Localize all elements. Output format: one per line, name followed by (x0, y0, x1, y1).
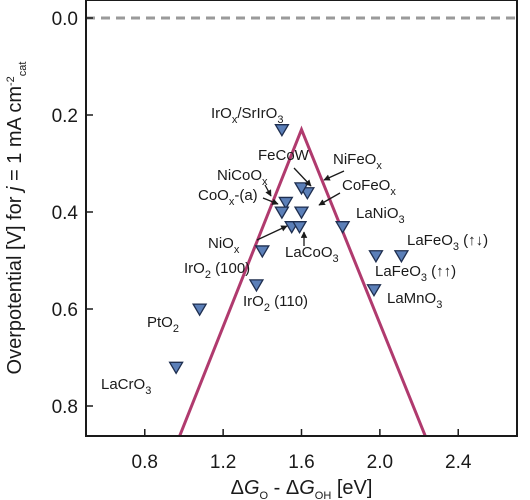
data-point-14 (368, 250, 384, 264)
point-label-4: CoOx-(a) (198, 187, 258, 208)
x-tick-label: 0.8 (132, 452, 158, 473)
data-point-13 (393, 250, 410, 264)
data-point-0 (274, 124, 290, 138)
x-tick-label: 1.6 (288, 452, 314, 473)
point-label-1: FeCoW (258, 147, 310, 164)
point-label-13: LaFeO3 (↑↓) (407, 232, 488, 253)
data-point-4 (274, 206, 290, 220)
point-label-11: PtO2 (147, 314, 179, 335)
plot-marks (168, 124, 427, 436)
point-label-3: NiCoOx (217, 167, 268, 188)
x-tick-label: 2.0 (367, 452, 393, 473)
leader-arrow-3 (264, 184, 272, 197)
point-label-2: NiFeOx (333, 151, 382, 172)
point-label-12: LaCrO3 (101, 376, 151, 397)
point-label-15: LaMnO3 (387, 290, 442, 311)
point-label-0: IrOx/SrIrO3 (211, 105, 283, 126)
leader-arrow-4 (262, 197, 279, 205)
data-point-3 (278, 196, 294, 210)
point-label-6: LaNiO3 (356, 205, 405, 226)
data-point-11 (191, 303, 208, 317)
volcano-line (178, 125, 427, 436)
point-label-14: LaFeO3 (↑↑) (375, 263, 456, 284)
leader-arrow-7 (256, 225, 288, 241)
point-label-5: CoFeOx (342, 177, 396, 198)
y-tick-label: 0.8 (52, 397, 78, 418)
data-point-6 (335, 221, 351, 235)
point-label-10: IrO2 (110) (243, 293, 308, 314)
leader-arrow-5 (318, 192, 341, 206)
x-tick-label: 1.2 (210, 452, 236, 473)
y-tick-label: 0.0 (52, 9, 78, 30)
data-point-9 (254, 245, 270, 259)
x-tick-label: 2.4 (445, 452, 472, 473)
data-point-10 (248, 279, 265, 293)
data-point-15 (366, 284, 382, 298)
y-tick-label: 0.6 (52, 300, 78, 321)
data-point-12 (168, 361, 184, 375)
point-label-9: IrO2 (100) (184, 260, 250, 281)
y-tick-label: 0.2 (52, 106, 78, 127)
data-point-5 (293, 206, 310, 220)
point-label-8: LaCoO3 (285, 244, 339, 265)
leader-arrow-1 (293, 167, 312, 187)
leader-arrow-2 (323, 170, 345, 181)
point-label-7: NiOx (208, 235, 240, 256)
x-axis-title: ΔGO - ΔGOH [eV] (231, 477, 373, 500)
label-leader-lines (256, 167, 345, 246)
data-point-8 (291, 221, 308, 235)
axes: 0.8 1.2 1.6 2.0 2.4 0.0 0.2 0.4 0.6 0.8 ΔGO - ΔGOH… (4, 0, 518, 500)
y-tick-label: 0.4 (52, 203, 79, 224)
y-axis-title: Overpotential [V] for j = 1 mA cm-2cat (4, 62, 29, 375)
